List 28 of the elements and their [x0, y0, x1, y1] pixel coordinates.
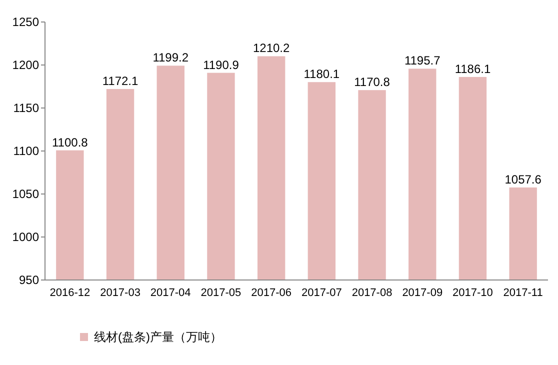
x-tick-label: 2017-06	[251, 287, 292, 299]
data-label: 1172.1	[102, 74, 139, 88]
data-label: 1195.7	[404, 54, 441, 68]
x-tick-label: 2017-08	[352, 287, 392, 299]
data-label: 1190.9	[203, 58, 240, 72]
data-label: 1210.2	[252, 41, 290, 56]
y-tick-label: 950	[18, 273, 40, 287]
x-tick-label: 2016-12	[50, 287, 90, 299]
x-tick-label: 2017-07	[301, 287, 342, 299]
data-label: 1100.8	[52, 135, 88, 150]
y-tick-label: 1250	[12, 15, 40, 29]
y-tick-label: 1150	[13, 101, 40, 115]
data-label: 1180.1	[304, 67, 340, 82]
y-tick-label: 1050	[12, 187, 40, 201]
x-tick-label: 2017-03	[100, 287, 140, 299]
data-label: 1170.8	[354, 75, 390, 90]
data-label: 1057.6	[504, 172, 542, 186]
y-tick-label: 1000	[12, 230, 40, 244]
y-tick-label: 1200	[12, 58, 40, 72]
x-tick-label: 2017-09	[402, 287, 443, 299]
legend-label: 线材(盘条)产量（万吨）	[94, 330, 222, 344]
data-label: 1186.1	[454, 62, 491, 76]
y-tick-label: 1100	[13, 144, 40, 158]
x-tick-label: 2017-11	[503, 287, 543, 299]
x-tick-label: 2017-04	[150, 287, 191, 299]
x-tick-label: 2017-10	[452, 287, 493, 299]
data-label: 1199.2	[152, 50, 189, 65]
x-tick-label: 2017-05	[200, 287, 242, 299]
